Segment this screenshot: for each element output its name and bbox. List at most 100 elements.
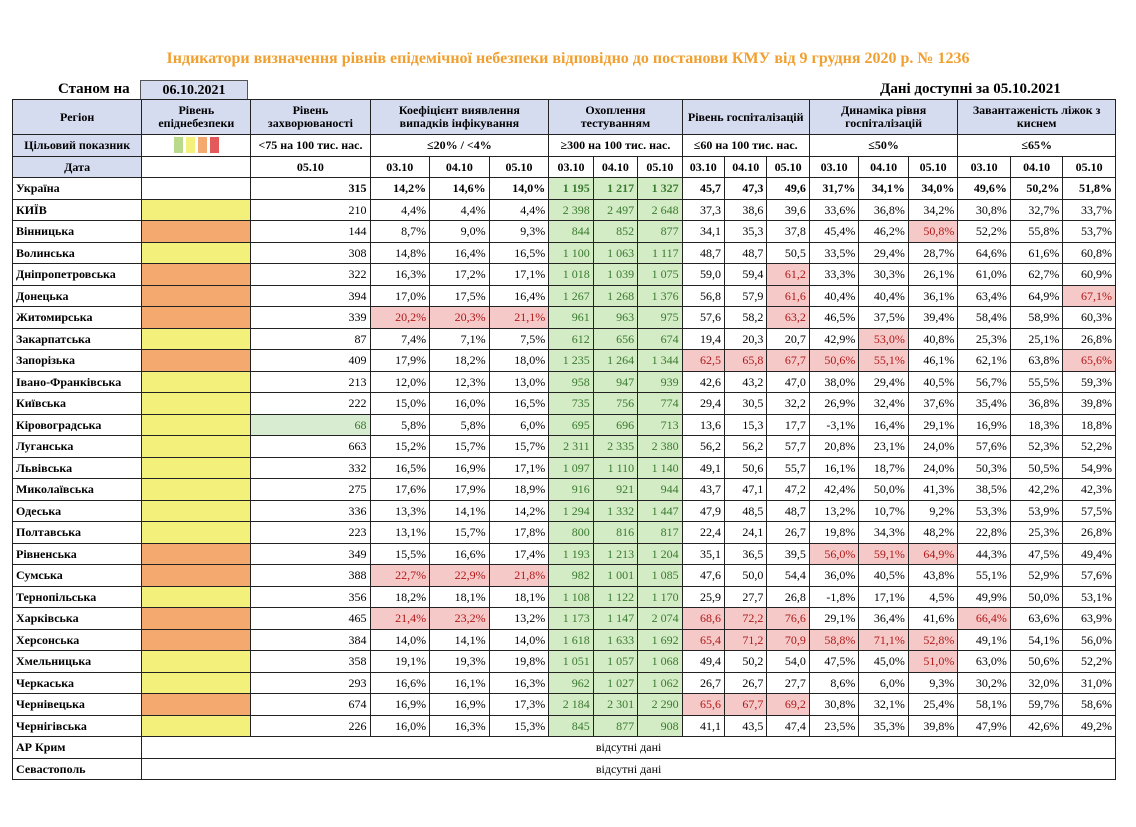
test-value: 2 380: [637, 435, 683, 458]
dyn-value: 4,5%: [907, 585, 959, 608]
oxy-value: 60,9%: [1062, 263, 1116, 286]
det-value: 13,1%: [369, 521, 431, 544]
oxy-value: 42,3%: [1062, 478, 1116, 501]
test-value: 1 018: [548, 263, 594, 286]
dyn-value: 25,4%: [907, 693, 959, 716]
oxy-value: 61,0%: [957, 263, 1011, 286]
det-value: 21,1%: [488, 306, 550, 329]
incidence-value: 87: [250, 327, 371, 350]
dyn-value: 40,4%: [858, 284, 909, 307]
hosp-value: 27,7: [723, 585, 768, 608]
test-value: 1 268: [592, 284, 639, 307]
region-name: Черкаська: [11, 671, 143, 694]
hosp-value: 42,6: [681, 370, 726, 393]
test-value: 845: [548, 714, 594, 737]
oxy-value: 60,3%: [1062, 306, 1116, 329]
data-available-note: Дані доступні за 05.10.2021: [880, 81, 1061, 97]
test-value: 1 057: [592, 650, 639, 673]
det-value: 16,4%: [488, 284, 550, 307]
det-value: 18,0%: [488, 349, 550, 372]
date-incidence: 05.10: [250, 155, 371, 178]
hosp-value: 41,1: [681, 714, 726, 737]
hosp-value: 49,4: [681, 650, 726, 673]
dyn-value: 53,0%: [858, 327, 909, 350]
oxy-value: 18,8%: [1062, 413, 1116, 436]
dyn-value: 50,0%: [858, 478, 909, 501]
test-value: 1 097: [548, 456, 594, 479]
hosp-value: 69,2: [766, 693, 810, 716]
hosp-value: 24,1: [723, 521, 768, 544]
date: 04.10: [1009, 155, 1064, 178]
hosp-value: 70,9: [766, 628, 810, 651]
epidemic-level-cell: [141, 220, 252, 243]
target-label: Цільовий показник: [11, 134, 143, 157]
hosp-value: 26,7: [723, 671, 768, 694]
hosp-value: 61,2: [766, 263, 810, 286]
oxy-value: 49,9%: [957, 585, 1011, 608]
test-value: 939: [637, 370, 683, 393]
dyn-value: 56,0%: [808, 542, 860, 565]
det-value: 13,0%: [488, 370, 550, 393]
date: 03.10: [808, 155, 860, 178]
oxy-value: 50,0%: [1009, 585, 1064, 608]
dyn-value: 30,3%: [858, 263, 909, 286]
no-data-note: відсутні дані: [141, 736, 1116, 759]
dyn-value: 33,3%: [808, 263, 860, 286]
test-value: 982: [548, 564, 594, 587]
incidence-value: 409: [250, 349, 371, 372]
oxy-value: 57,6%: [1062, 564, 1116, 587]
det-value: 7,4%: [369, 327, 431, 350]
det-value: 17,1%: [488, 456, 550, 479]
test-value: 2 301: [592, 693, 639, 716]
dyn-value: 37,6%: [907, 392, 959, 415]
test-value: 800: [548, 521, 594, 544]
det-value: 17,0%: [369, 284, 431, 307]
region-row: Сумська 388 22,7% 22,9% 21,8% 982 1 001 1 085 47…: [11, 564, 1116, 587]
test-value: 2 184: [548, 693, 594, 716]
oxy-value: 63,4%: [957, 284, 1011, 307]
incidence-value: 465: [250, 607, 371, 630]
header-detection: Коефіцієнт виявлення випадків інфікуванн…: [369, 99, 550, 135]
dyn-value: 38,0%: [808, 370, 860, 393]
test-value: 908: [637, 714, 683, 737]
oxy-value: 18,3%: [1009, 413, 1064, 436]
oxy-value: 58,4%: [957, 306, 1011, 329]
dyn-value: 29,4%: [858, 370, 909, 393]
region-row: КИЇВ 210 4,4% 4,4% 4,4% 2 398 2 497 2 648 37,3 38…: [11, 198, 1116, 221]
hosp-value: 71,2: [723, 628, 768, 651]
oxy-value: 26,8%: [1062, 327, 1116, 350]
date: 04.10: [858, 155, 909, 178]
oxy-value: 60,8%: [1062, 241, 1116, 264]
dyn-value: 42,9%: [808, 327, 860, 350]
region-row: Дніпропетровська 322 16,3% 17,2% 17,1% 1 018 1…: [11, 263, 1116, 286]
det-value: 17,4%: [488, 542, 550, 565]
target-incidence: <75 на 100 тис. нас.: [250, 134, 371, 157]
dates-level-blank: [141, 155, 252, 178]
hosp-value: 39,5: [766, 542, 810, 565]
oxy-value: 25,3%: [1009, 521, 1064, 544]
hosp-value: 45,7: [681, 177, 726, 200]
dyn-value: 34,1%: [858, 177, 909, 200]
test-value: 947: [592, 370, 639, 393]
hosp-value: 43,5: [723, 714, 768, 737]
test-value: 944: [637, 478, 683, 501]
oxy-value: 42,6%: [1009, 714, 1064, 737]
det-value: 16,9%: [369, 693, 431, 716]
epidemic-level-cell: [141, 650, 252, 673]
oxy-value: 50,6%: [1009, 650, 1064, 673]
hosp-value: 27,7: [766, 671, 810, 694]
det-value: 15,7%: [429, 435, 490, 458]
region-name: Севастополь: [11, 757, 143, 780]
oxy-value: 52,3%: [1009, 435, 1064, 458]
test-value: 1 068: [637, 650, 683, 673]
det-value: 18,1%: [429, 585, 490, 608]
region-name: Житомирська: [11, 306, 143, 329]
hosp-value: 19,4: [681, 327, 726, 350]
region-row-no-data: АР Крим відсутні дані: [11, 736, 1116, 759]
epidemic-level-cell: [141, 435, 252, 458]
header-region: Регіон: [11, 99, 143, 135]
dyn-value: 39,4%: [907, 306, 959, 329]
epidemic-level-cell: [141, 263, 252, 286]
hosp-value: 55,7: [766, 456, 810, 479]
oxy-value: 53,7%: [1062, 220, 1116, 243]
